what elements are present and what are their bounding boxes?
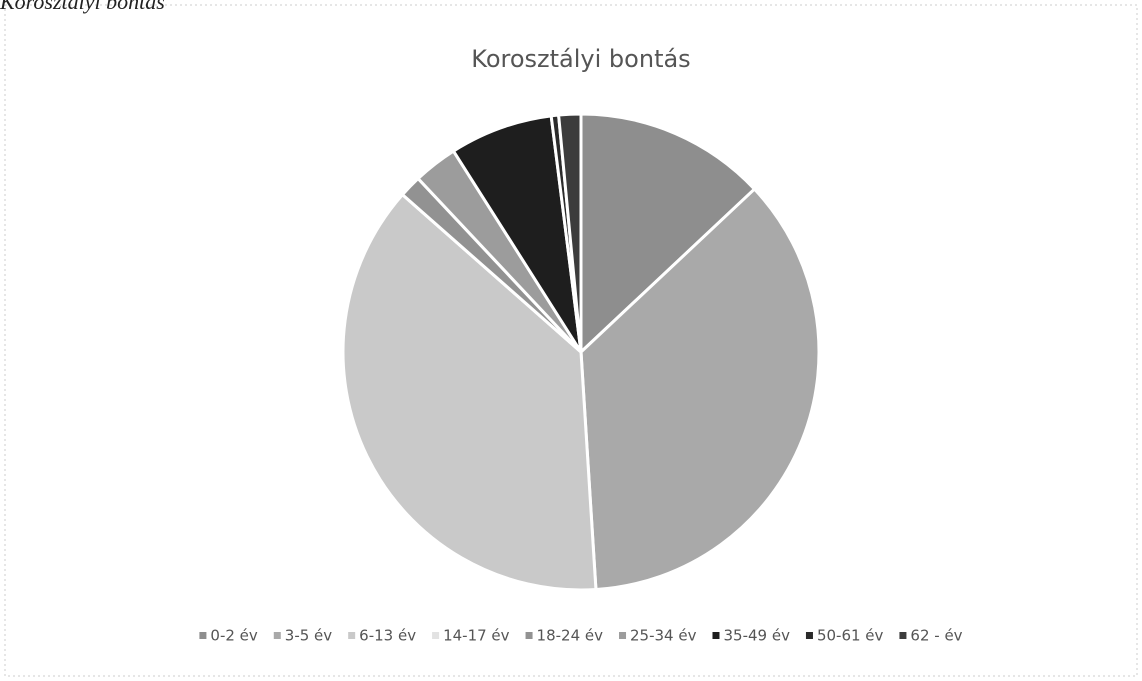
legend-marker [805,632,813,639]
pie-slice [579,112,757,356]
legend-label: 3-5 év [285,627,332,645]
legend-marker [199,632,207,639]
legend-label: 25-34 év [630,627,697,645]
legend-label: 0-2 év [210,627,257,645]
pie [341,112,821,592]
legend-marker [348,632,356,639]
legend-label: 35-49 év [723,627,790,645]
legend-marker [273,632,281,639]
legend-label: 18-24 év [537,627,604,645]
legend: 0-2 év 3-5 év 6-13 év 14-17 év 18-24 év 25-34… [199,627,963,645]
legend-marker [525,632,533,639]
pie-slice [556,112,583,353]
legend-label: 62 - év [910,627,962,645]
legend-marker [899,632,907,639]
chart-frame [4,4,1138,677]
pie-slice [341,192,598,592]
chart-title: Korosztályi bontás [471,45,690,73]
legend-label: 50-61 év [817,627,884,645]
legend-marker [432,632,440,639]
pie-slice [579,186,821,592]
legend-marker [619,632,627,639]
figure-caption: Korosztályi bontás [0,0,165,14]
legend-label: 14-17 év [443,627,510,645]
legend-label: 6-13 év [359,627,416,645]
pie-slice [451,114,583,353]
legend-marker [712,632,720,639]
